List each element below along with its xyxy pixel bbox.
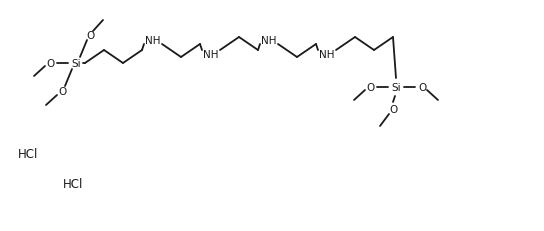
Text: HCl: HCl xyxy=(18,148,39,161)
Text: O: O xyxy=(58,87,66,97)
Text: O: O xyxy=(46,59,54,69)
Text: NH: NH xyxy=(319,50,335,60)
Text: NH: NH xyxy=(203,50,219,60)
Text: Si: Si xyxy=(391,83,401,93)
Text: O: O xyxy=(366,83,374,93)
Text: O: O xyxy=(389,105,397,115)
Text: NH: NH xyxy=(261,36,277,46)
Text: HCl: HCl xyxy=(63,178,83,191)
Text: Si: Si xyxy=(71,59,81,69)
Text: O: O xyxy=(418,83,426,93)
Text: NH: NH xyxy=(145,36,160,46)
Text: O: O xyxy=(86,31,94,41)
